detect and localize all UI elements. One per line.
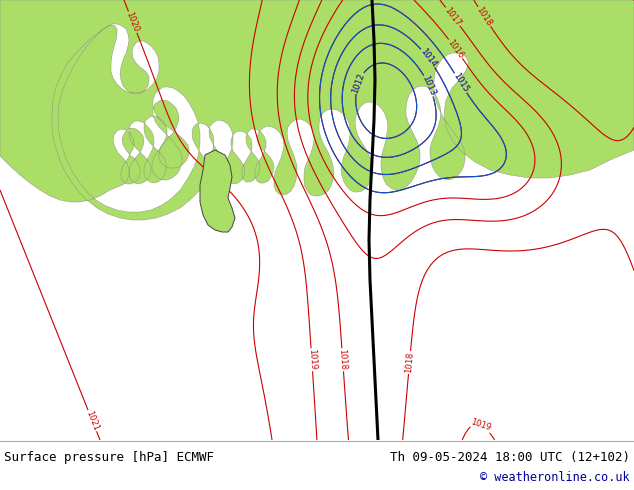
Text: 1021: 1021 bbox=[84, 409, 100, 432]
Text: 1015: 1015 bbox=[451, 72, 470, 94]
Text: 1014: 1014 bbox=[418, 47, 438, 69]
Text: 1013: 1013 bbox=[420, 74, 437, 98]
Polygon shape bbox=[0, 0, 634, 220]
Text: 1016: 1016 bbox=[446, 38, 465, 60]
Text: 1012: 1012 bbox=[351, 72, 366, 95]
Text: 1014: 1014 bbox=[418, 47, 438, 69]
Text: 1019: 1019 bbox=[307, 349, 317, 370]
Text: Surface pressure [hPa] ECMWF: Surface pressure [hPa] ECMWF bbox=[4, 450, 214, 464]
Text: 1015: 1015 bbox=[451, 72, 470, 94]
Text: Th 09-05-2024 18:00 UTC (12+102): Th 09-05-2024 18:00 UTC (12+102) bbox=[390, 450, 630, 464]
Text: 1018: 1018 bbox=[404, 352, 415, 373]
Text: 1019: 1019 bbox=[470, 417, 493, 433]
Text: 1018: 1018 bbox=[475, 5, 494, 28]
Text: 1020: 1020 bbox=[125, 11, 141, 33]
Text: 1012: 1012 bbox=[351, 72, 366, 95]
Text: © weatheronline.co.uk: © weatheronline.co.uk bbox=[481, 470, 630, 484]
Text: 1018: 1018 bbox=[337, 349, 348, 370]
Text: 1013: 1013 bbox=[420, 74, 437, 98]
Polygon shape bbox=[200, 150, 235, 232]
Text: 1017: 1017 bbox=[443, 5, 463, 28]
